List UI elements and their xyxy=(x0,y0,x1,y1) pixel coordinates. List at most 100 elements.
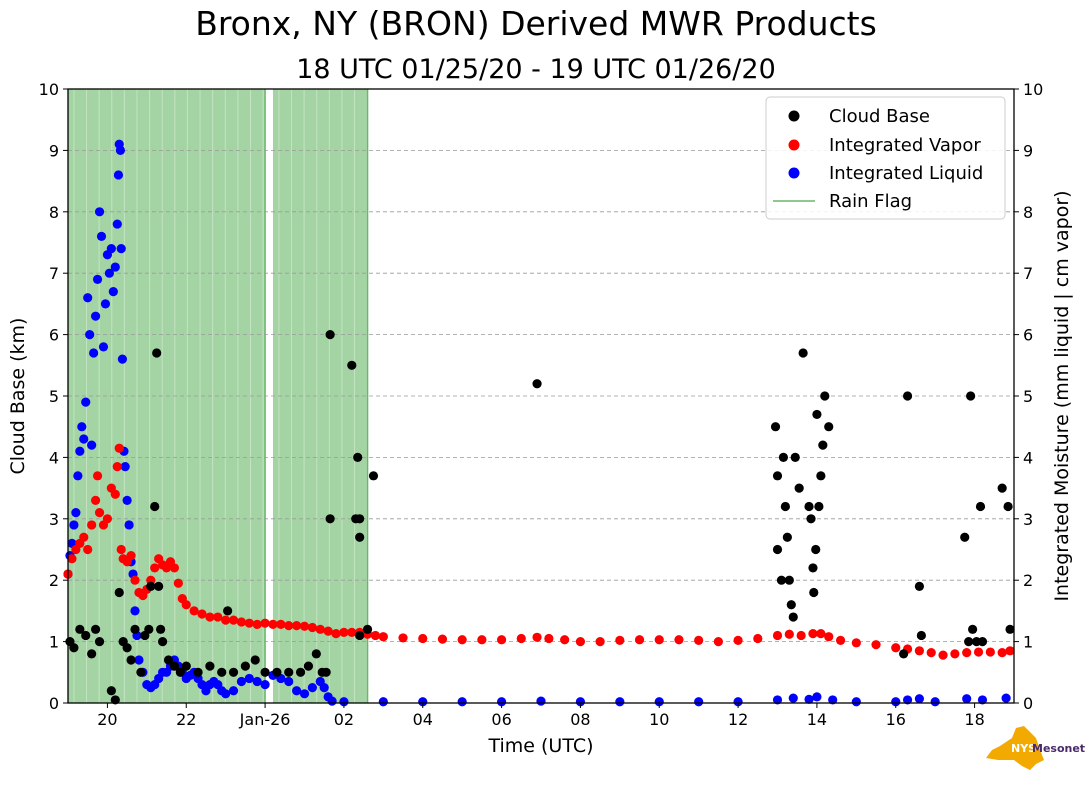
data-point-integrated-liquid xyxy=(85,330,95,340)
data-point-cloud-base xyxy=(114,587,124,598)
x-tick-label: 12 xyxy=(728,710,748,729)
data-point-cloud-base xyxy=(260,667,270,677)
data-point-cloud-base xyxy=(175,667,185,677)
data-point-cloud-base xyxy=(158,637,168,647)
data-point-integrated-vapor xyxy=(772,630,783,641)
data-point-cloud-base xyxy=(820,391,830,401)
data-point-cloud-base xyxy=(355,630,365,641)
data-point-integrated-vapor xyxy=(851,638,861,648)
data-point-integrated-vapor xyxy=(94,508,105,518)
data-point-cloud-base xyxy=(169,661,180,671)
y-axis-right-label: Integrated Moisture (mm liquid | cm vapo… xyxy=(1051,190,1073,601)
data-point-integrated-vapor xyxy=(532,632,542,642)
data-point-integrated-vapor xyxy=(236,617,247,627)
y-tick-label: 3 xyxy=(49,510,59,529)
data-point-cloud-base xyxy=(110,695,120,705)
data-point-cloud-base xyxy=(136,667,146,677)
data-point-integrated-liquid xyxy=(339,697,349,707)
data-point-integrated-vapor xyxy=(891,643,901,653)
data-point-integrated-liquid xyxy=(81,397,91,407)
data-point-integrated-liquid xyxy=(260,679,270,690)
data-point-cloud-base xyxy=(997,483,1007,493)
legend-marker-integrated-liquid xyxy=(788,167,800,179)
data-point-cloud-base xyxy=(228,667,239,677)
data-point-cloud-base xyxy=(899,649,909,659)
data-point-integrated-liquid xyxy=(92,274,103,284)
data-point-integrated-liquid xyxy=(108,287,118,297)
data-point-cloud-base xyxy=(311,649,321,659)
data-point-integrated-vapor xyxy=(926,648,936,658)
data-point-integrated-vapor xyxy=(544,633,554,644)
data-point-integrated-liquid xyxy=(962,694,972,704)
data-point-integrated-liquid xyxy=(100,299,111,309)
data-point-cloud-base xyxy=(916,630,926,641)
data-point-integrated-vapor xyxy=(477,635,487,645)
chart-subtitle: 18 UTC 01/25/20 - 19 UTC 01/26/20 xyxy=(296,54,776,85)
data-point-integrated-liquid xyxy=(87,440,97,450)
data-point-integrated-liquid xyxy=(1001,693,1011,703)
data-point-integrated-vapor xyxy=(169,563,180,573)
data-point-integrated-liquid xyxy=(733,697,743,707)
data-point-cloud-base xyxy=(782,532,792,542)
data-point-cloud-base xyxy=(81,630,91,641)
y-tick-label: 9 xyxy=(49,141,59,160)
data-point-integrated-vapor xyxy=(516,633,526,644)
data-point-integrated-liquid xyxy=(124,520,134,530)
data-point-integrated-liquid xyxy=(89,348,99,358)
data-point-integrated-liquid xyxy=(122,495,132,505)
y-tick-label-right: 9 xyxy=(1023,141,1033,160)
data-point-integrated-vapor xyxy=(102,514,113,524)
data-point-integrated-vapor xyxy=(713,637,723,647)
data-point-cloud-base xyxy=(69,643,79,653)
x-tick-label: 06 xyxy=(491,710,511,729)
data-point-integrated-vapor xyxy=(268,619,278,630)
y-tick-label-right: 4 xyxy=(1023,448,1033,467)
data-point-cloud-base xyxy=(809,587,819,598)
y-tick-label-right: 0 xyxy=(1023,694,1033,713)
y-tick-label-right: 3 xyxy=(1023,510,1033,529)
data-point-integrated-vapor xyxy=(871,640,881,650)
y-tick-label: 10 xyxy=(39,80,59,99)
data-point-integrated-liquid xyxy=(90,311,101,321)
data-point-cloud-base xyxy=(902,391,913,401)
data-point-integrated-liquid xyxy=(228,686,239,696)
data-point-cloud-base xyxy=(780,501,790,512)
data-point-integrated-vapor xyxy=(173,578,183,588)
data-point-integrated-liquid xyxy=(116,244,126,254)
data-point-integrated-vapor xyxy=(112,462,122,472)
data-point-integrated-vapor xyxy=(67,554,77,564)
data-point-integrated-liquid xyxy=(252,676,262,687)
data-point-integrated-vapor xyxy=(126,551,136,561)
data-point-integrated-vapor xyxy=(634,635,645,645)
data-point-integrated-vapor xyxy=(835,635,846,645)
data-point-cloud-base xyxy=(804,501,814,512)
data-point-integrated-vapor xyxy=(110,489,120,499)
data-point-integrated-vapor xyxy=(985,647,995,657)
y-tick-label-right: 2 xyxy=(1023,571,1033,590)
data-point-integrated-vapor xyxy=(753,633,763,644)
data-point-cloud-base xyxy=(154,581,164,591)
logo-nys-text: NYS xyxy=(1011,742,1036,755)
data-point-cloud-base xyxy=(966,391,976,401)
data-point-integrated-liquid xyxy=(120,462,130,472)
data-point-integrated-liquid xyxy=(98,342,109,352)
data-point-cloud-base xyxy=(790,452,800,462)
data-point-cloud-base xyxy=(325,514,335,524)
legend-label-rain-flag: Rain Flag xyxy=(829,191,912,212)
data-point-cloud-base xyxy=(975,501,986,512)
data-point-integrated-vapor xyxy=(79,532,89,542)
y-tick-label: 0 xyxy=(49,694,59,713)
data-point-integrated-liquid xyxy=(457,697,467,707)
data-point-cloud-base xyxy=(824,422,834,432)
data-point-integrated-liquid xyxy=(292,686,302,696)
data-point-integrated-liquid xyxy=(891,697,901,707)
data-point-integrated-liquid xyxy=(96,231,107,241)
data-point-cloud-base xyxy=(250,655,260,665)
y-tick-label: 1 xyxy=(49,633,59,652)
data-point-integrated-vapor xyxy=(694,635,704,645)
data-point-integrated-liquid xyxy=(221,689,231,699)
x-tick-label: 16 xyxy=(886,710,906,729)
data-point-integrated-liquid xyxy=(71,508,81,518)
data-point-integrated-liquid xyxy=(75,446,85,456)
data-point-cloud-base xyxy=(355,532,365,542)
